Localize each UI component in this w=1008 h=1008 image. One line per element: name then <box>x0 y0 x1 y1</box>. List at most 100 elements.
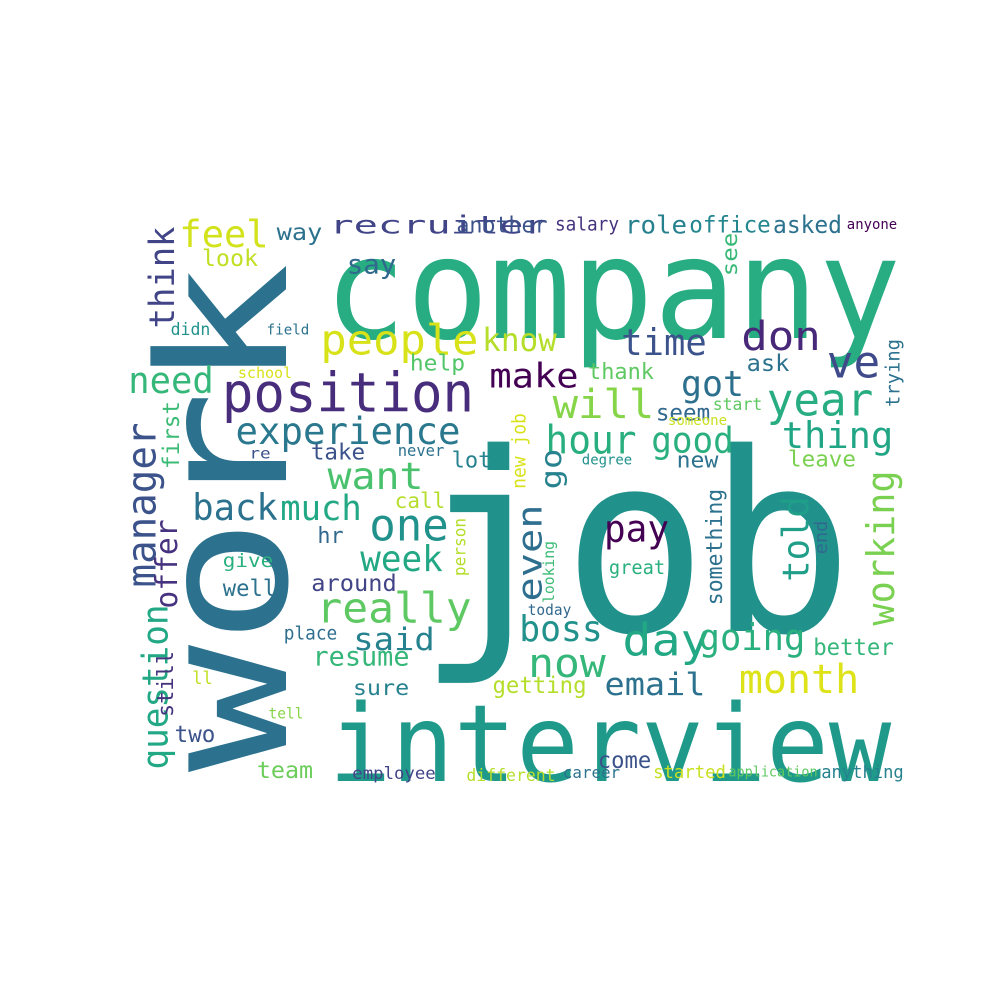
word-end: end <box>811 521 832 555</box>
word-time: time <box>621 321 706 364</box>
word-don: don <box>741 314 821 360</box>
word-got: got <box>681 364 744 405</box>
word-help: help <box>410 351 465 377</box>
word-looking: looking <box>540 541 558 603</box>
word-didn: didn <box>171 320 211 340</box>
word-trying: trying <box>882 339 905 407</box>
word-feel: feel <box>179 212 268 256</box>
word-month: month <box>739 657 859 703</box>
word-ll: ll <box>192 669 212 689</box>
word-make: make <box>489 357 578 396</box>
word-sure: sure <box>353 676 409 700</box>
word-salary: salary <box>555 215 619 236</box>
word-look: look <box>202 246 258 272</box>
word-first: first <box>158 401 185 469</box>
word-tell: tell <box>269 705 304 723</box>
word-great: great <box>609 556 665 579</box>
word-person: person <box>451 518 470 576</box>
word-know: know <box>482 321 557 359</box>
word-said: said <box>353 622 435 658</box>
word-told: told <box>775 496 818 581</box>
word-career: career <box>563 763 620 782</box>
word-offer: offer <box>150 519 185 608</box>
word-re: re <box>249 446 270 463</box>
word-new-job: new job <box>510 413 531 489</box>
word-never: never <box>398 441 445 460</box>
word-need: need <box>128 359 213 402</box>
word-application: application <box>728 765 817 781</box>
word-boss: boss <box>519 609 602 650</box>
word-place: place <box>284 624 337 645</box>
word-day: day <box>622 616 709 667</box>
word-better: better <box>813 635 894 661</box>
word-start: start <box>713 394 763 414</box>
word-working: working <box>859 470 903 625</box>
word-ve: ve <box>827 338 880 389</box>
word-really: really <box>316 584 471 633</box>
word-lot: lot <box>452 448 492 474</box>
word-even: even <box>511 505 550 602</box>
word-resume: resume <box>313 643 410 673</box>
word-leave: leave <box>788 447 856 473</box>
word-started: started <box>653 762 726 783</box>
word-asked: asked <box>773 211 842 239</box>
word-week: week <box>360 539 443 580</box>
word-think: think <box>143 227 183 329</box>
word-getting: getting <box>492 673 586 699</box>
word-school: school <box>238 364 292 382</box>
word-anything: anything <box>821 763 904 783</box>
word-pay: pay <box>604 508 669 551</box>
word-give: give <box>223 550 273 572</box>
word-back: back <box>192 486 277 529</box>
word-today: today <box>528 601 572 619</box>
word-manager: manager <box>119 423 166 588</box>
word-work: work <box>121 263 329 772</box>
word-recruiter: recruiter <box>329 211 547 240</box>
word-question: question <box>136 605 177 770</box>
word-another: another <box>456 213 547 239</box>
word-new: new <box>677 448 719 474</box>
word-much: much <box>280 489 362 529</box>
word-something: something <box>702 489 728 605</box>
word-team: team <box>257 758 313 784</box>
word-hour: hour <box>545 419 636 464</box>
word-still: still <box>153 651 179 717</box>
word-way: way <box>277 220 323 246</box>
word-now: now <box>528 641 607 687</box>
word-want: want <box>328 454 424 498</box>
word-year: year <box>767 374 874 427</box>
word-come: come <box>598 748 651 774</box>
word-people: people <box>320 316 478 365</box>
word-thank: thank <box>588 359 654 385</box>
word-go: go <box>535 449 568 490</box>
word-job: job <box>417 400 854 690</box>
word-see: see <box>718 233 742 277</box>
word-hr: hr <box>317 523 343 549</box>
word-take: take <box>311 440 365 466</box>
word-two: two <box>175 722 216 748</box>
word-different: different <box>466 765 555 785</box>
word-role: role <box>625 211 687 240</box>
word-well: well <box>223 576 276 602</box>
word-thing: thing <box>782 414 894 457</box>
word-interview: interview <box>329 683 892 807</box>
word-good: good <box>651 421 734 462</box>
word-call: call <box>395 489 445 514</box>
word-experience: experience <box>236 409 461 453</box>
word-email: email <box>605 667 706 703</box>
word-anyone: anyone <box>847 217 897 233</box>
word-company: company <box>324 208 901 372</box>
word-employee: employee <box>352 763 435 783</box>
word-someone: someone <box>668 413 727 429</box>
word-degree: degree <box>582 453 632 469</box>
word-one: one <box>369 501 449 552</box>
word-will: will <box>553 382 655 428</box>
word-field: field <box>267 322 310 339</box>
word-office: office <box>689 212 771 239</box>
word-seem: seem <box>656 400 710 427</box>
word-going: going <box>699 616 806 659</box>
word-say: say <box>347 251 397 281</box>
word-around: around <box>311 571 396 597</box>
word-position: position <box>222 362 474 425</box>
